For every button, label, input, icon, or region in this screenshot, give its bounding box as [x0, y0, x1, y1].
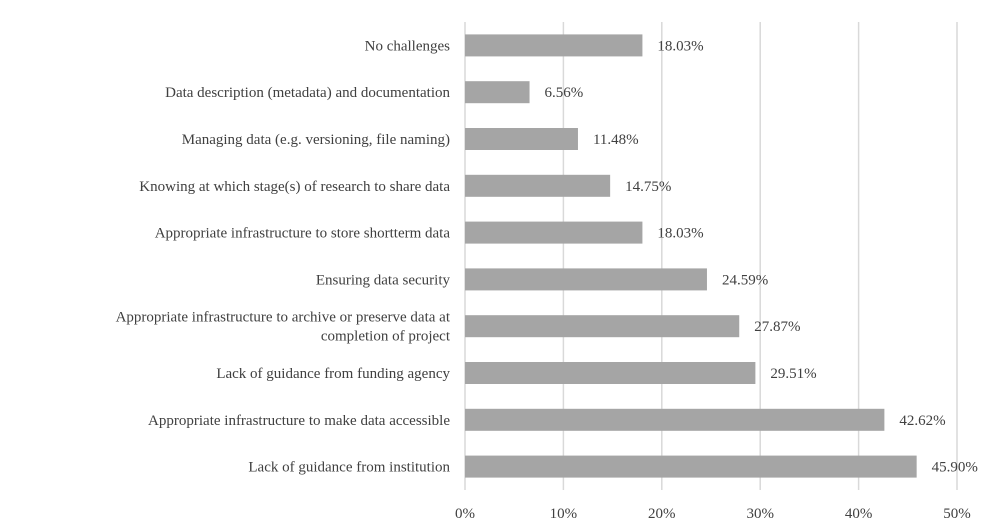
category-label: Ensuring data security: [316, 272, 451, 288]
category-label: No challenges: [365, 38, 451, 54]
bar: [465, 268, 707, 291]
data-label: 24.59%: [722, 272, 768, 288]
bar: [465, 408, 885, 431]
x-tick-label: 0%: [455, 506, 475, 522]
bar: [465, 362, 756, 384]
category-label: Managing data (e.g. versioning, file nam…: [182, 132, 450, 148]
x-tick-label: 10%: [550, 506, 578, 522]
category-label: completion of project: [321, 329, 451, 345]
bar: [465, 34, 643, 57]
category-label: Data description (metadata) and document…: [165, 85, 450, 101]
x-tick-label: 50%: [943, 506, 971, 522]
x-tick-label: 20%: [648, 506, 676, 522]
category-label: Knowing at which stage(s) of research to…: [139, 179, 450, 195]
category-label: Appropriate infrastructure to archive or…: [116, 310, 451, 326]
data-label: 42.62%: [899, 413, 945, 429]
category-label: Appropriate infrastructure to make data …: [148, 413, 450, 429]
bar: [465, 315, 740, 338]
data-label: 18.03%: [657, 38, 703, 54]
category-label: Lack of guidance from institution: [248, 460, 450, 476]
data-label: 27.87%: [754, 319, 800, 335]
category-label: Lack of guidance from funding agency: [216, 366, 450, 382]
bar: [465, 174, 611, 197]
data-label: 14.75%: [625, 179, 671, 195]
bar: [465, 221, 643, 244]
x-tick-label: 30%: [746, 506, 774, 522]
data-label: 6.56%: [545, 85, 584, 101]
bar: [465, 81, 530, 104]
x-tick-label: 40%: [845, 506, 873, 522]
data-label: 45.90%: [932, 460, 978, 476]
data-label: 18.03%: [657, 226, 703, 242]
bar: [465, 128, 578, 150]
category-label: Appropriate infrastructure to store shor…: [155, 226, 451, 242]
data-label: 11.48%: [593, 132, 639, 148]
bar: [465, 455, 917, 478]
data-label: 29.51%: [770, 366, 816, 382]
